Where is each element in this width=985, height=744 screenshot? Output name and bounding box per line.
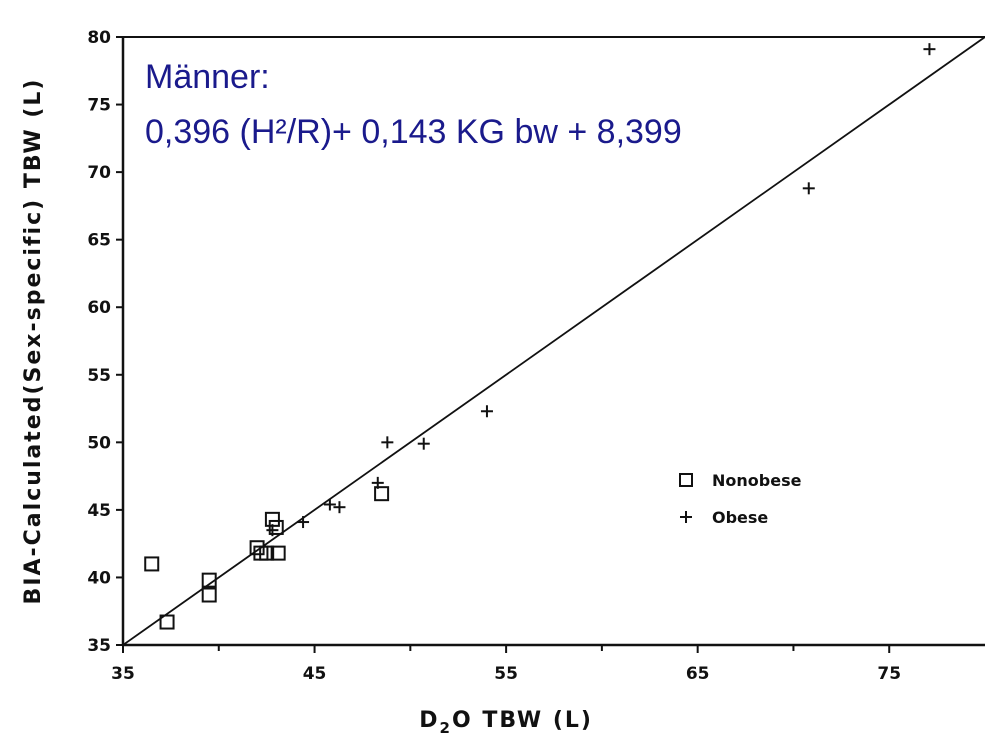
point-nonobese	[264, 511, 280, 527]
points-layer	[144, 43, 936, 630]
y-tick-label: 45	[87, 501, 111, 521]
legend-item-nonobese: Nonobese	[679, 471, 802, 490]
y-tick-label: 60	[87, 298, 111, 318]
x-tick-label: 65	[686, 664, 710, 684]
annotation-line-1: Männer:	[145, 58, 270, 96]
point-obese	[923, 43, 936, 56]
point-nonobese	[268, 519, 284, 535]
y-tick-label: 65	[87, 231, 111, 251]
axes-layer	[116, 36, 985, 653]
point-nonobese	[201, 587, 217, 603]
x-axis-title: D2O TBW (L)	[419, 708, 593, 737]
point-obese	[266, 524, 279, 537]
y-tick-label: 40	[87, 568, 111, 588]
point-nonobese	[201, 572, 217, 588]
legend-plus-marker	[680, 511, 692, 523]
point-obese	[802, 182, 815, 195]
y-tick-label: 80	[87, 28, 111, 48]
text-layer: 35 40 45 50 55 60 65 70 75 80 35 45 55 65 75 BIA-Calcul…	[21, 28, 901, 737]
point-nonobese	[159, 614, 175, 630]
x-tick-label: 45	[303, 664, 327, 684]
point-nonobese	[270, 545, 286, 561]
point-obese	[333, 501, 346, 514]
y-axis-title: BIA-Calculated(Sex-specific) TBW (L)	[21, 78, 46, 605]
point-nonobese	[259, 545, 275, 561]
point-nonobese	[249, 540, 265, 556]
y-tick-label: 50	[87, 433, 111, 453]
point-obese	[297, 516, 310, 529]
y-tick-label: 55	[87, 366, 111, 386]
y-tick-label: 70	[87, 163, 111, 183]
x-tick-label: 55	[494, 664, 518, 684]
x-axis-title-rest: O TBW (L)	[452, 708, 593, 733]
x-axis-title-subscript: 2	[440, 719, 452, 737]
x-tick-label: 75	[877, 664, 901, 684]
y-tick-label: 75	[87, 96, 111, 116]
legend: Nonobese Obese	[679, 471, 802, 527]
point-obese	[323, 498, 336, 511]
legend-label-obese: Obese	[712, 508, 768, 527]
legend-item-obese: Obese	[680, 508, 768, 527]
y-tick-label: 35	[87, 636, 111, 656]
point-nonobese	[374, 486, 390, 502]
reference-line-layer	[122, 36, 985, 646]
legend-label-nonobese: Nonobese	[712, 471, 802, 490]
point-obese	[480, 405, 493, 418]
point-obese	[417, 437, 430, 450]
point-nonobese	[144, 556, 160, 572]
x-tick-label: 35	[111, 664, 135, 684]
annotation-line-2: 0,396 (H²/R)+ 0,143 KG bw + 8,399	[145, 113, 682, 151]
legend-square-marker	[679, 473, 693, 487]
point-obese	[371, 476, 384, 489]
point-obese	[381, 436, 394, 449]
x-axis-title-main: D	[419, 708, 439, 733]
identity-line	[122, 36, 985, 646]
